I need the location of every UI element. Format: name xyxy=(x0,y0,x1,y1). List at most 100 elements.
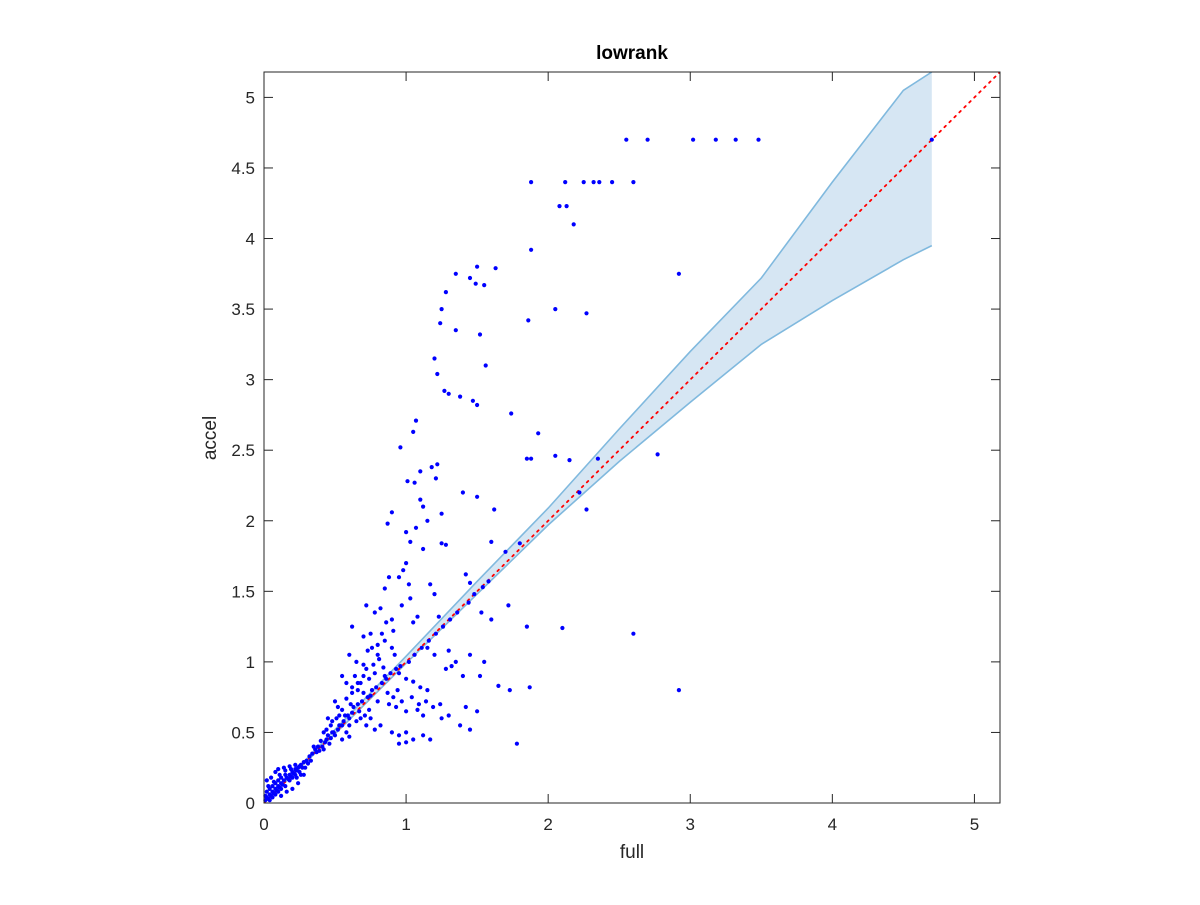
scatter-points-layer xyxy=(263,137,934,803)
data-point xyxy=(418,497,423,502)
data-point xyxy=(303,765,308,770)
data-point xyxy=(458,394,463,399)
data-point xyxy=(345,713,350,718)
data-point xyxy=(279,793,284,799)
data-point xyxy=(298,772,303,777)
data-point xyxy=(475,402,480,408)
data-point xyxy=(382,586,387,591)
data-point xyxy=(388,671,393,676)
data-point xyxy=(359,699,365,704)
data-point xyxy=(425,645,430,650)
data-point xyxy=(350,685,355,690)
data-point xyxy=(395,688,400,693)
data-point xyxy=(413,418,419,423)
data-point xyxy=(443,666,448,672)
data-point xyxy=(489,539,494,545)
data-point xyxy=(284,789,289,794)
data-point xyxy=(274,788,279,793)
data-point xyxy=(655,452,660,457)
data-point xyxy=(399,603,404,608)
data-point xyxy=(386,702,392,707)
data-point xyxy=(283,772,288,777)
data-point xyxy=(399,699,404,704)
data-point xyxy=(340,737,345,742)
y-tick-label: 1.5 xyxy=(231,582,255,601)
data-point xyxy=(362,713,367,718)
data-point xyxy=(440,624,446,629)
data-point xyxy=(591,180,596,185)
data-point xyxy=(277,785,282,790)
confidence-band-fill xyxy=(264,72,932,803)
data-point xyxy=(288,767,294,772)
data-point xyxy=(391,695,396,700)
data-point xyxy=(421,504,426,509)
data-point xyxy=(332,699,338,704)
data-point xyxy=(344,680,349,686)
data-point xyxy=(331,730,336,735)
data-point xyxy=(355,702,360,707)
data-point xyxy=(553,453,558,458)
data-point xyxy=(536,431,541,436)
data-point xyxy=(372,727,377,732)
data-point xyxy=(631,631,636,636)
data-point xyxy=(396,733,402,738)
reference-line xyxy=(264,72,1000,803)
data-point xyxy=(396,741,402,746)
data-point xyxy=(266,796,271,801)
data-point xyxy=(389,730,394,735)
data-point xyxy=(266,784,271,789)
data-point xyxy=(404,530,409,535)
data-point xyxy=(416,702,421,707)
data-point xyxy=(294,768,299,773)
data-point xyxy=(443,542,448,547)
data-point xyxy=(563,180,568,185)
data-point xyxy=(318,738,323,744)
data-point xyxy=(438,321,443,326)
data-point xyxy=(506,603,511,608)
data-point xyxy=(364,603,369,608)
y-tick-label: 5 xyxy=(246,88,255,107)
data-point xyxy=(453,659,458,665)
data-point xyxy=(378,723,383,728)
data-point xyxy=(581,180,586,185)
data-point xyxy=(394,666,399,672)
data-point xyxy=(524,624,530,629)
data-point xyxy=(293,762,298,768)
data-point xyxy=(391,628,396,633)
data-point xyxy=(311,744,316,749)
x-tick-label: 5 xyxy=(970,815,979,834)
reference-line-layer xyxy=(264,72,1000,803)
data-point xyxy=(486,579,491,584)
data-point xyxy=(406,659,411,665)
data-point xyxy=(514,741,520,746)
data-point xyxy=(443,290,448,295)
data-point xyxy=(379,631,384,636)
data-point xyxy=(577,490,582,495)
data-point xyxy=(421,733,426,738)
data-point xyxy=(529,247,534,252)
x-tick-label: 4 xyxy=(828,815,837,834)
data-point xyxy=(411,679,416,684)
data-point xyxy=(492,507,497,512)
data-point xyxy=(524,456,530,461)
data-point xyxy=(460,490,465,495)
data-point xyxy=(288,774,294,779)
data-point xyxy=(733,137,738,142)
data-point xyxy=(595,456,601,461)
data-point xyxy=(413,525,419,530)
data-point xyxy=(324,727,329,732)
data-point xyxy=(475,264,480,269)
data-point xyxy=(560,625,565,631)
data-point xyxy=(645,137,650,142)
data-point xyxy=(412,480,417,485)
data-point xyxy=(389,510,394,515)
data-point xyxy=(756,137,761,142)
data-point xyxy=(310,751,315,756)
data-point xyxy=(290,786,295,792)
band-upper-edge xyxy=(264,72,933,803)
data-point xyxy=(283,768,288,773)
data-point xyxy=(273,769,278,775)
data-point xyxy=(713,137,718,142)
y-tick-label: 0 xyxy=(246,794,255,813)
data-point xyxy=(398,664,403,669)
